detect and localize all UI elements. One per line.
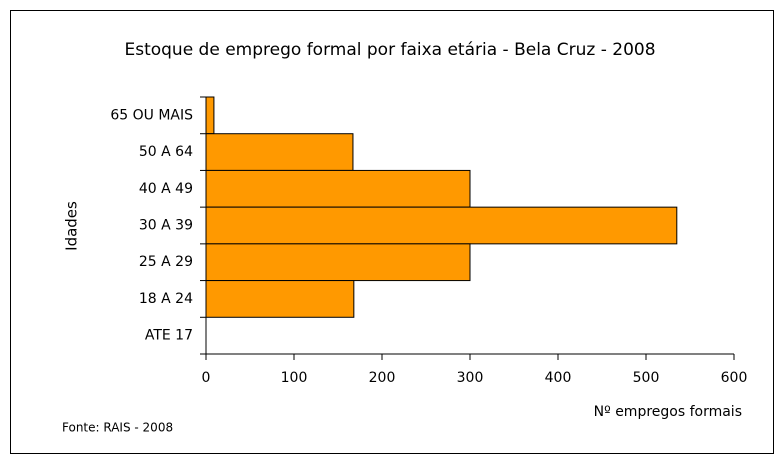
bar (205, 206, 678, 245)
x-tick-label: 500 (633, 370, 660, 386)
x-tick-label: 200 (369, 370, 396, 386)
bar (205, 243, 471, 282)
bar (205, 169, 471, 208)
x-tick-label: 0 (202, 370, 211, 386)
x-axis-label: Nº empregos formais (594, 404, 742, 420)
y-tick-label: 50 A 64 (139, 144, 193, 160)
y-axis-label: Idades (63, 201, 81, 251)
bar (205, 133, 354, 171)
y-tick-label: 65 OU MAIS (110, 107, 193, 123)
y-tick-label: 30 A 39 (139, 218, 193, 234)
x-tick-label: 300 (457, 370, 484, 386)
source-note: Fonte: RAIS - 2008 (62, 421, 173, 435)
bar (205, 96, 215, 135)
y-tick-label: 18 A 24 (139, 291, 193, 307)
y-tick-label: 25 A 29 (139, 254, 193, 270)
y-tick-label: 40 A 49 (139, 181, 193, 197)
x-tick-label: 600 (721, 370, 748, 386)
y-tick-label: ATE 17 (145, 328, 193, 344)
bar (205, 280, 355, 318)
x-tick-label: 100 (281, 370, 308, 386)
chart-title: Estoque de emprego formal por faixa etár… (124, 40, 655, 60)
x-tick-label: 400 (545, 370, 572, 386)
